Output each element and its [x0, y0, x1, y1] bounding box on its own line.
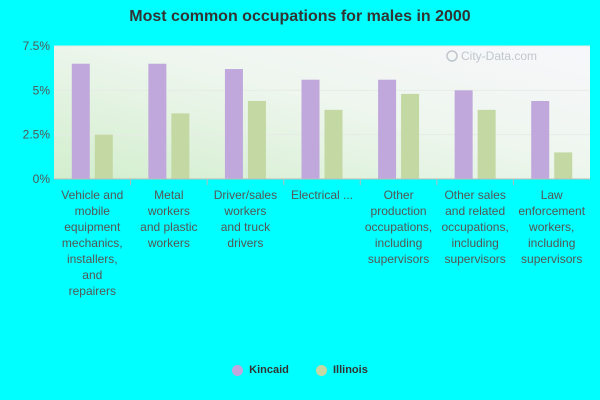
bar-kincaid[interactable] [148, 63, 167, 179]
chart-title: Most common occupations for males in 200… [129, 8, 471, 25]
y-tick-label: 0% [33, 172, 51, 186]
legend-swatch-illinois [315, 364, 327, 376]
bar-illinois[interactable] [554, 152, 573, 179]
bar-illinois[interactable] [324, 109, 343, 179]
bar-kincaid[interactable] [224, 69, 243, 179]
legend-item-kincaid: Kincaid [232, 364, 289, 376]
legend-swatch-kincaid [232, 364, 244, 376]
bar-kincaid[interactable] [531, 100, 550, 179]
bar-kincaid[interactable] [378, 79, 397, 179]
y-tick-label: 7.5% [23, 39, 51, 53]
bar-illinois[interactable] [477, 109, 496, 179]
legend-label-kincaid: Kincaid [249, 364, 289, 376]
x-tick-label: Driver/sales workers and truck drivers [214, 188, 277, 250]
bar-kincaid[interactable] [301, 79, 320, 179]
bar-illinois[interactable] [94, 134, 113, 179]
legend-item-illinois: Illinois [315, 364, 368, 376]
svg-text:City-Data.com: City-Data.com [461, 49, 537, 63]
x-tick-label: Other sales and related occupations, includ… [441, 188, 508, 266]
bar-illinois[interactable] [247, 100, 266, 179]
legend-label-illinois: Illinois [332, 364, 368, 376]
x-tick-label: Electrical ... [291, 188, 353, 202]
bar-kincaid[interactable] [71, 63, 90, 179]
watermark: City-Data.com [446, 49, 537, 63]
y-tick-label: 2.5% [23, 128, 51, 142]
y-tick-label: 5% [33, 83, 51, 97]
x-tick-label: Metal workers and plastic workers [140, 188, 197, 250]
bar-illinois[interactable] [401, 93, 420, 179]
bar-kincaid[interactable] [454, 90, 473, 179]
bar-illinois[interactable] [171, 113, 190, 179]
legend: Kincaid Illinois [0, 364, 600, 379]
x-tick-label: Other production occupations, including supe… [365, 188, 432, 266]
plot-area [54, 46, 590, 179]
x-tick-label: Law enforcement workers, including superviso… [518, 188, 585, 266]
x-tick-label: Vehicle and mobile equipment mechanics, inst… [61, 188, 123, 298]
